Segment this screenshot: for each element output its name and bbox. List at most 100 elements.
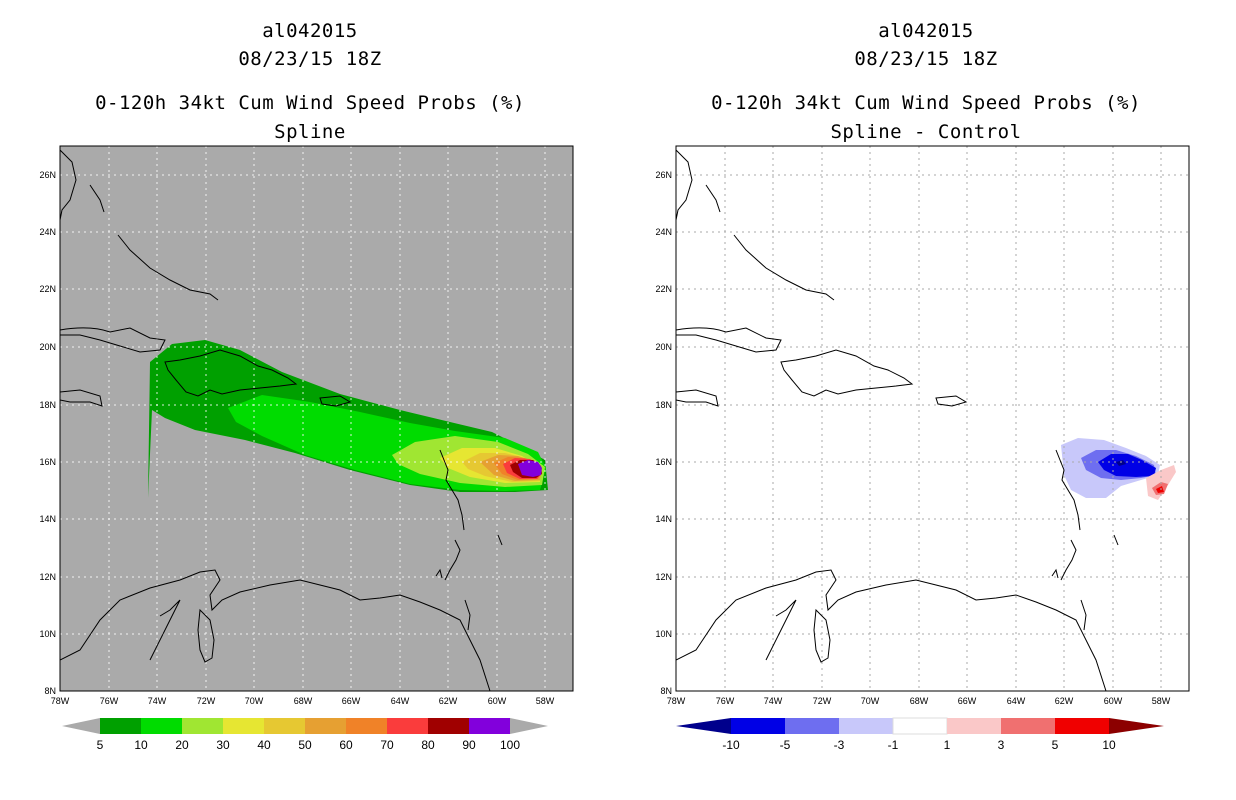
- left-colorbar: 5 10 20 30 40 50 60 70 80 90 100: [62, 718, 548, 752]
- right-colorbar-label: -5: [780, 738, 791, 752]
- left-colorbar-box: [182, 718, 223, 734]
- left-colorbar-end-low: [62, 718, 100, 734]
- left-lon-66: 66W: [342, 696, 361, 706]
- left-colorbar-box: [100, 718, 141, 734]
- left-lat-20: 20N: [39, 342, 56, 352]
- left-colorbar-label: 20: [175, 738, 189, 752]
- left-lat-26: 26N: [39, 170, 56, 180]
- left-colorbar-box: [305, 718, 346, 734]
- left-colorbar-label: 50: [298, 738, 312, 752]
- right-gridlines: [676, 146, 1189, 691]
- left-lat-8: 8N: [44, 686, 56, 696]
- prob-contour-90: [518, 460, 542, 477]
- left-colorbar-box: [264, 718, 305, 734]
- right-title-date: 08/23/15 18Z: [854, 48, 998, 70]
- right-title-method: Spline - Control: [830, 121, 1022, 143]
- right-lat-8: 8N: [660, 686, 672, 696]
- right-colorbar-labels: -10 -5 -3 -1 1 3 5 10: [722, 738, 1116, 752]
- left-lon-68: 68W: [294, 696, 313, 706]
- left-lon-70: 70W: [245, 696, 264, 706]
- left-lat-16: 16N: [39, 457, 56, 467]
- right-lat-12: 12N: [655, 572, 672, 582]
- right-colorbar-box: [839, 718, 893, 734]
- left-colorbar-box: [428, 718, 469, 734]
- right-lat-20: 20N: [655, 342, 672, 352]
- right-lon-labels: 78W 76W 74W 72W 70W 68W 66W 64W 62W 60W …: [667, 696, 1171, 706]
- right-colorbar-box: [785, 718, 839, 734]
- right-colorbar-label: -3: [834, 738, 845, 752]
- left-colorbar-box: [346, 718, 387, 734]
- left-colorbar-label: 100: [500, 738, 520, 752]
- left-lon-64: 64W: [391, 696, 410, 706]
- left-colorbar-label: 40: [257, 738, 271, 752]
- right-lon-58: 58W: [1152, 696, 1171, 706]
- diff-contour-neg10: [1116, 460, 1126, 466]
- right-lat-24: 24N: [655, 227, 672, 237]
- right-colorbar-end-low: [676, 718, 731, 734]
- right-lat-10: 10N: [655, 629, 672, 639]
- left-colorbar-label: 70: [380, 738, 394, 752]
- left-lat-labels: 26N 24N 22N 20N 18N 16N 14N 12N 10N 8N: [39, 170, 56, 696]
- right-colorbar-end-high: [1109, 718, 1164, 734]
- left-lon-58: 58W: [536, 696, 555, 706]
- right-lat-14: 14N: [655, 514, 672, 524]
- left-colorbar-labels: 5 10 20 30 40 50 60 70 80 90 100: [97, 738, 521, 752]
- right-lon-72: 72W: [813, 696, 832, 706]
- right-lon-64: 64W: [1007, 696, 1026, 706]
- left-colorbar-end-high: [510, 718, 548, 734]
- left-colorbar-box: [387, 718, 428, 734]
- left-gridlines: [60, 146, 573, 691]
- right-lon-68: 68W: [910, 696, 929, 706]
- right-lat-26: 26N: [655, 170, 672, 180]
- right-colorbar-label: 3: [998, 738, 1005, 752]
- right-title-product: 0-120h 34kt Cum Wind Speed Probs (%): [711, 92, 1141, 114]
- left-lon-62: 62W: [439, 696, 458, 706]
- right-colorbar-box: [1001, 718, 1055, 734]
- left-colorbar-label: 10: [134, 738, 148, 752]
- left-lat-12: 12N: [39, 572, 56, 582]
- right-colorbar-label: 10: [1102, 738, 1116, 752]
- right-colorbar-label: -1: [888, 738, 899, 752]
- right-colorbar-box: [947, 718, 1001, 734]
- right-lon-60: 60W: [1104, 696, 1123, 706]
- left-colorbar-box: [141, 718, 182, 734]
- right-map-background: [676, 146, 1189, 691]
- left-lon-72: 72W: [197, 696, 216, 706]
- left-colorbar-label: 80: [421, 738, 435, 752]
- right-lat-16: 16N: [655, 457, 672, 467]
- left-title-date: 08/23/15 18Z: [238, 48, 382, 70]
- left-colorbar-box: [223, 718, 264, 734]
- left-coastlines: [60, 149, 503, 691]
- right-coastlines: [676, 149, 1119, 691]
- right-map: 26N 24N 22N 20N 18N 16N 14N 12N 10N 8N 7…: [655, 145, 1190, 706]
- left-title-product: 0-120h 34kt Cum Wind Speed Probs (%): [95, 92, 525, 114]
- right-lon-76: 76W: [716, 696, 735, 706]
- left-title-storm: al042015: [262, 20, 358, 42]
- left-colorbar-label: 60: [339, 738, 353, 752]
- left-lat-18: 18N: [39, 400, 56, 410]
- left-colorbar-label: 5: [97, 738, 104, 752]
- left-lon-74: 74W: [148, 696, 167, 706]
- right-colorbar-label: -10: [722, 738, 740, 752]
- right-lon-78: 78W: [667, 696, 686, 706]
- right-colorbar-label: 5: [1052, 738, 1059, 752]
- diff-contour-pos5: [1156, 486, 1164, 493]
- right-lon-62: 62W: [1055, 696, 1074, 706]
- right-colorbar-label: 1: [944, 738, 951, 752]
- left-title-method: Spline: [274, 121, 346, 143]
- right-colorbar-boxes: [676, 717, 1164, 735]
- left-colorbar-box: [469, 718, 510, 734]
- left-lon-76: 76W: [100, 696, 119, 706]
- left-map: 26N 24N 22N 20N 18N 16N 14N 12N 10N 8N 7…: [39, 145, 574, 706]
- left-lon-labels: 78W 76W 74W 72W 70W 68W 66W 64W 62W 60W …: [51, 696, 555, 706]
- right-lon-70: 70W: [861, 696, 880, 706]
- left-lat-14: 14N: [39, 514, 56, 524]
- right-title-storm: al042015: [878, 20, 974, 42]
- right-lat-22: 22N: [655, 284, 672, 294]
- right-lon-74: 74W: [764, 696, 783, 706]
- left-lat-22: 22N: [39, 284, 56, 294]
- left-colorbar-label: 90: [462, 738, 476, 752]
- right-colorbar-box: [731, 718, 785, 734]
- left-lat-10: 10N: [39, 629, 56, 639]
- right-colorbar: -10 -5 -3 -1 1 3 5 10: [676, 717, 1164, 752]
